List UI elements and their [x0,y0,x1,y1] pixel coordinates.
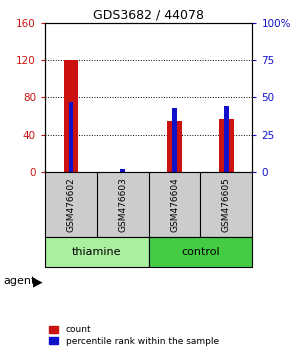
Text: control: control [181,247,220,257]
FancyBboxPatch shape [45,238,148,267]
Legend: count, percentile rank within the sample: count, percentile rank within the sample [50,325,219,346]
Text: agent: agent [3,276,35,286]
Text: GSM476602: GSM476602 [66,177,75,232]
Bar [68,102,73,172]
Bar [167,121,182,172]
Bar [224,107,229,172]
Text: GSM476603: GSM476603 [118,177,127,232]
Text: ▶: ▶ [33,275,43,288]
Bar [219,119,234,172]
Text: GSM476605: GSM476605 [222,177,231,232]
Text: GSM476604: GSM476604 [170,177,179,232]
Title: GDS3682 / 44078: GDS3682 / 44078 [93,9,204,22]
Bar [64,60,78,172]
Bar [172,108,177,172]
Bar [120,169,125,172]
Text: thiamine: thiamine [72,247,122,257]
FancyBboxPatch shape [148,238,252,267]
